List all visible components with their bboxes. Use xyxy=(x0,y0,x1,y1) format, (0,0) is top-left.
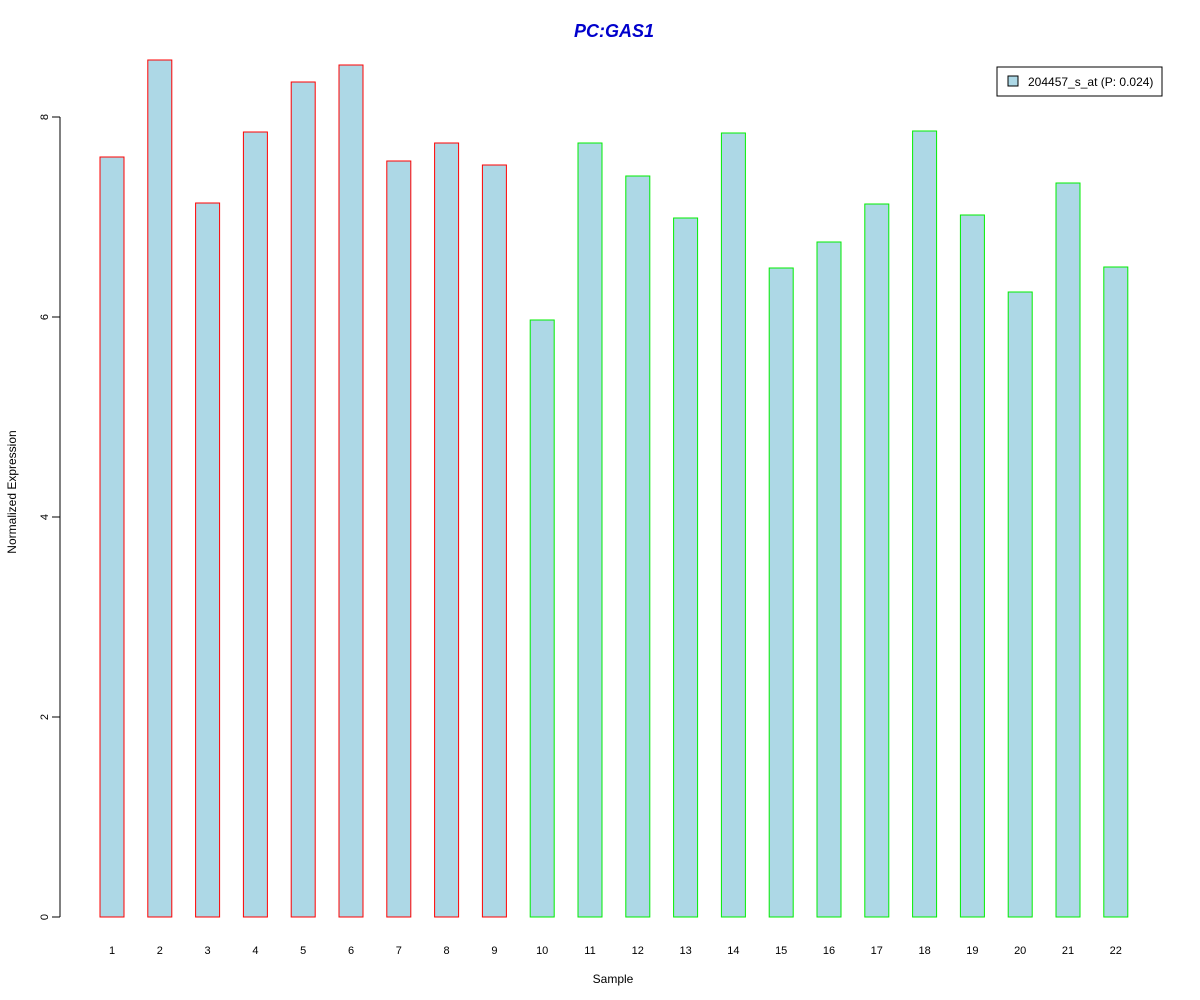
x-tick-label: 6 xyxy=(348,945,354,957)
bar-sample-10 xyxy=(529,319,555,918)
x-tick-label: 20 xyxy=(1014,945,1026,957)
bar-sample-1 xyxy=(99,156,125,918)
bar-sample-18 xyxy=(912,130,938,918)
x-tick-label: 12 xyxy=(632,945,644,957)
x-tick-label: 2 xyxy=(157,945,163,957)
legend-swatch xyxy=(1007,75,1019,87)
y-axis-label: Normalized Expression xyxy=(5,430,19,553)
bar-sample-20 xyxy=(1007,291,1033,918)
x-tick-label: 9 xyxy=(491,945,497,957)
x-tick-label: 22 xyxy=(1110,945,1122,957)
x-tick-label: 21 xyxy=(1062,945,1074,957)
y-tick-label: 8 xyxy=(39,114,51,120)
bar-sample-9 xyxy=(481,164,507,918)
y-tick-label: 2 xyxy=(39,714,51,720)
x-tick-labels: 1 2 3 4 5 6 7 8 9 10 11 12 13 14 15 16 17 18 19 20 21 22 xyxy=(109,945,1122,957)
bar-sample-15 xyxy=(768,267,794,918)
bar-sample-6 xyxy=(338,64,364,918)
x-tick-label: 3 xyxy=(205,945,211,957)
x-tick-label: 8 xyxy=(444,945,450,957)
legend-series-label: 204457_s_at (P: 0.024) xyxy=(1028,75,1153,89)
y-tick-label: 0 xyxy=(39,914,51,920)
bar-sample-12 xyxy=(625,175,651,918)
x-axis-label: Sample xyxy=(593,972,634,986)
bar-sample-5 xyxy=(290,81,316,918)
bar-sample-22 xyxy=(1103,266,1129,918)
x-tick-label: 14 xyxy=(727,945,739,957)
bar-sample-3 xyxy=(195,202,221,918)
bar-sample-7 xyxy=(386,160,412,918)
bar-sample-21 xyxy=(1055,182,1081,918)
x-tick-label: 19 xyxy=(966,945,978,957)
bar-sample-14 xyxy=(720,132,746,918)
bar-sample-16 xyxy=(816,241,842,918)
x-tick-label: 15 xyxy=(775,945,787,957)
y-tick-label: 6 xyxy=(39,314,51,320)
x-tick-label: 4 xyxy=(252,945,258,957)
x-tick-label: 13 xyxy=(679,945,691,957)
bar-sample-11 xyxy=(577,142,603,918)
bar-sample-4 xyxy=(242,131,268,918)
bar-sample-2 xyxy=(147,59,173,918)
bar-sample-13 xyxy=(673,217,699,918)
x-tick-label: 17 xyxy=(871,945,883,957)
x-tick-label: 16 xyxy=(823,945,835,957)
bars-group xyxy=(99,59,1129,918)
bar-sample-8 xyxy=(434,142,460,918)
x-tick-label: 10 xyxy=(536,945,548,957)
legend: 204457_s_at (P: 0.024) xyxy=(996,66,1163,97)
x-tick-label: 1 xyxy=(109,945,115,957)
bar-sample-17 xyxy=(864,203,890,918)
x-tick-label: 11 xyxy=(584,945,595,957)
x-tick-label: 7 xyxy=(396,945,402,957)
y-axis: 0 2 4 6 8 xyxy=(39,114,61,920)
y-tick-label: 4 xyxy=(39,514,51,520)
bar-sample-19 xyxy=(959,214,985,918)
x-tick-label: 18 xyxy=(918,945,930,957)
x-tick-label: 5 xyxy=(300,945,306,957)
chart-title: PC:GAS1 xyxy=(574,21,654,41)
legend-box xyxy=(996,66,1163,97)
